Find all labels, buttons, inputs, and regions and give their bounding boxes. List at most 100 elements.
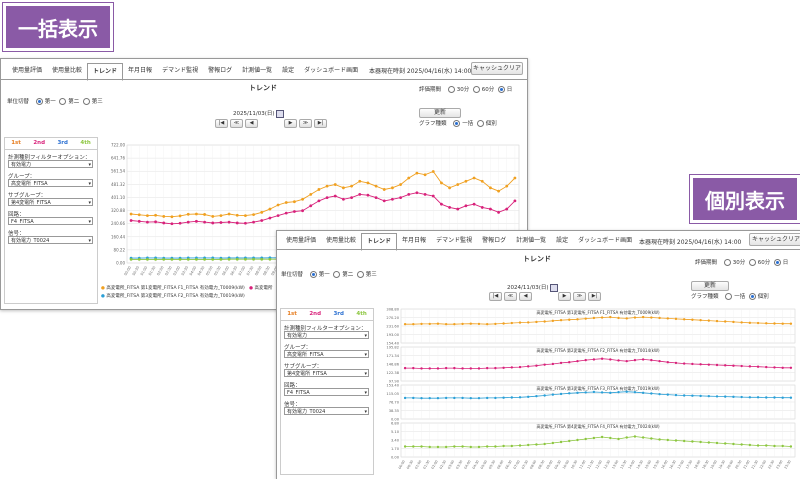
counter-value: 有効電力 [11,162,31,168]
calendar-icon[interactable] [276,110,284,118]
period-day-radio[interactable] [774,259,781,266]
calendar-icon[interactable] [550,284,558,292]
tab-alarm-log[interactable]: 警報ログ [477,233,511,249]
cache-clear-button[interactable]: キャッシュクリア [749,233,800,246]
data-point [453,367,455,369]
data-point [432,170,435,173]
nav-first-button[interactable]: |◀ [215,119,228,128]
data-point [461,445,463,447]
nav-next-fast-button[interactable]: ≫ [573,292,586,301]
data-point [453,397,455,399]
switch-2-radio[interactable] [333,271,340,278]
tab-4th[interactable]: 4th [356,309,366,320]
tab-usage-eval[interactable]: 使用量評価 [281,233,321,249]
x-tick-label: 19:00 [710,460,718,470]
switch-1-radio[interactable] [36,98,43,105]
page-title: トレンド [523,254,551,264]
tab-measure-list[interactable]: 計測値一覧 [511,233,551,249]
tab-demand[interactable]: デマンド監視 [431,233,477,249]
graph-bulk-radio[interactable] [453,120,460,127]
period-60-label: 60分 [482,87,495,93]
group-select[interactable]: 高変電所_FITSA▾ [284,350,369,358]
counter-select[interactable]: 有効電力▾ [284,331,369,339]
circuit-select[interactable]: F4_FITSA▾ [284,388,369,396]
tab-3rd[interactable]: 3rd [57,138,67,149]
data-point [269,217,272,220]
x-tick-label: 09:00 [545,460,553,470]
signal-select[interactable]: 有効電力_T0024▾ [284,407,369,415]
graph-individual-radio[interactable] [749,293,756,300]
data-point [552,442,554,444]
tab-3rd[interactable]: 3rd [333,309,343,320]
period-day-radio[interactable] [498,86,505,93]
nav-next-button[interactable]: ▶ [558,292,571,301]
tab-dashboard[interactable]: ダッシュボード画面 [573,233,637,249]
nav-prev-button[interactable]: ◀ [245,119,258,128]
nav-next-fast-button[interactable]: ≫ [299,119,312,128]
data-point [790,323,792,325]
data-point [601,358,603,360]
data-point [576,439,578,441]
nav-next-button[interactable]: ▶ [284,119,297,128]
nav-first-button[interactable]: |◀ [489,292,502,301]
period-60-radio[interactable] [473,86,480,93]
data-point [576,318,578,320]
switch-2-radio[interactable] [59,98,66,105]
nav-last-button[interactable]: ▶| [588,292,601,301]
data-point [552,363,554,365]
tab-1st[interactable]: 1st [11,138,21,149]
tab-2nd[interactable]: 2nd [309,309,321,320]
tab-dashboard[interactable]: ダッシュボード画面 [299,63,363,79]
tab-demand[interactable]: デマンド監視 [157,63,203,79]
series-title: 高変電所_FITSA 第2変電所_FITSA F2_FITSA 有効電力_T00… [536,347,659,353]
nav-prev-fast-button[interactable]: ≪ [504,292,517,301]
counter-select[interactable]: 有効電力▾ [8,160,93,168]
tab-measure-list[interactable]: 計測値一覧 [237,63,277,79]
tab-1st[interactable]: 1st [287,309,297,320]
cache-clear-button[interactable]: キャッシュクリア [471,62,523,75]
group-select[interactable]: 高変電所_FITSA▾ [8,179,93,187]
period-60-radio[interactable] [749,259,756,266]
subgroup-select[interactable]: 第4変電所_FITSA▾ [8,198,93,206]
x-tick-label: 21:00 [742,460,750,470]
tab-2nd[interactable]: 2nd [33,138,45,149]
x-tick-label: 18:00 [693,460,701,470]
update-button[interactable]: 更新 [419,108,461,118]
tab-usage-compare[interactable]: 使用量比較 [321,233,361,249]
nav-last-button[interactable]: ▶| [314,119,327,128]
data-point [220,221,223,224]
switch-1-radio[interactable] [310,271,317,278]
tab-settings[interactable]: 設定 [277,63,299,79]
x-tick-label: 16:00 [660,460,668,470]
tab-4th[interactable]: 4th [80,138,90,149]
data-point [260,211,263,214]
graph-type-group: グラフ種類 一括 個別 [419,119,497,127]
period-30-radio[interactable] [724,259,731,266]
x-tick-label: 07:30 [521,460,529,470]
switch-3-radio[interactable] [83,98,90,105]
circuit-select[interactable]: F4_FITSA▾ [8,217,93,225]
data-point [781,323,783,325]
tab-daily-report[interactable]: 年月日報 [397,233,431,249]
tab-alarm-log[interactable]: 警報ログ [203,63,237,79]
tab-usage-compare[interactable]: 使用量比較 [47,63,87,79]
tab-settings[interactable]: 設定 [551,233,573,249]
individual-trend-charts: 154.40193.00231.60270.20308.80高変電所_FITSA… [373,307,800,479]
graph-bulk-radio[interactable] [725,293,732,300]
tab-daily-report[interactable]: 年月日報 [123,63,157,79]
tab-usage-eval[interactable]: 使用量評価 [7,63,47,79]
update-button[interactable]: 更新 [691,281,729,291]
subgroup-select[interactable]: 第4変電所_FITSA▾ [284,369,369,377]
nav-prev-fast-button[interactable]: ≪ [230,119,243,128]
data-point [560,441,562,443]
data-point [236,214,239,217]
data-point [683,394,685,396]
period-30-radio[interactable] [448,86,455,93]
y-tick-label: 195.82 [386,346,399,350]
switch-3-radio[interactable] [357,271,364,278]
signal-select[interactable]: 有効電力_T0024▾ [8,236,93,244]
graph-individual-radio[interactable] [477,120,484,127]
nav-prev-button[interactable]: ◀ [519,292,532,301]
data-point [407,177,410,180]
data-point [424,173,427,176]
